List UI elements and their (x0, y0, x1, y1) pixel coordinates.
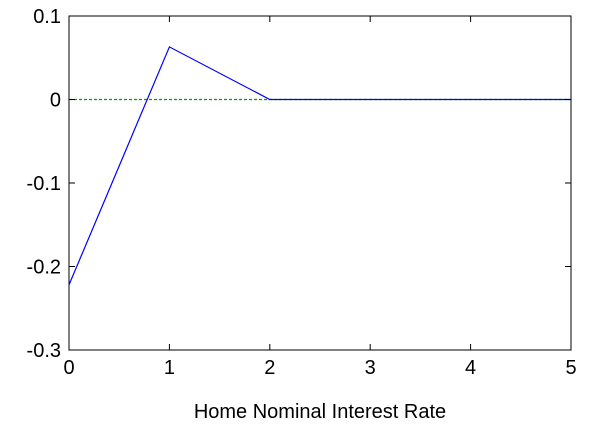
series-layer (68, 46, 571, 286)
plot-area-frame (68, 15, 572, 351)
y-tick-label: -0.1 (27, 173, 61, 195)
x-tick-label: 0 (63, 357, 74, 379)
y-tick-label: 0 (50, 90, 61, 112)
ticks-layer: 0 1 2 3 4 5 0.1 0 -0.1 -0.2 -0.3 (27, 6, 577, 379)
x-axis-label: Home Nominal Interest Rate (194, 401, 446, 423)
x-tick-label: 1 (164, 357, 175, 379)
y-tick-label: 0.1 (33, 6, 61, 28)
x-tick-label: 5 (565, 357, 576, 379)
y-tick-label: -0.2 (27, 257, 61, 279)
x-tick-label: 4 (465, 357, 476, 379)
y-tick-label: -0.3 (27, 340, 61, 362)
x-tick-label: 2 (264, 357, 275, 379)
x-tick-label: 3 (365, 357, 376, 379)
series-line (68, 46, 571, 286)
